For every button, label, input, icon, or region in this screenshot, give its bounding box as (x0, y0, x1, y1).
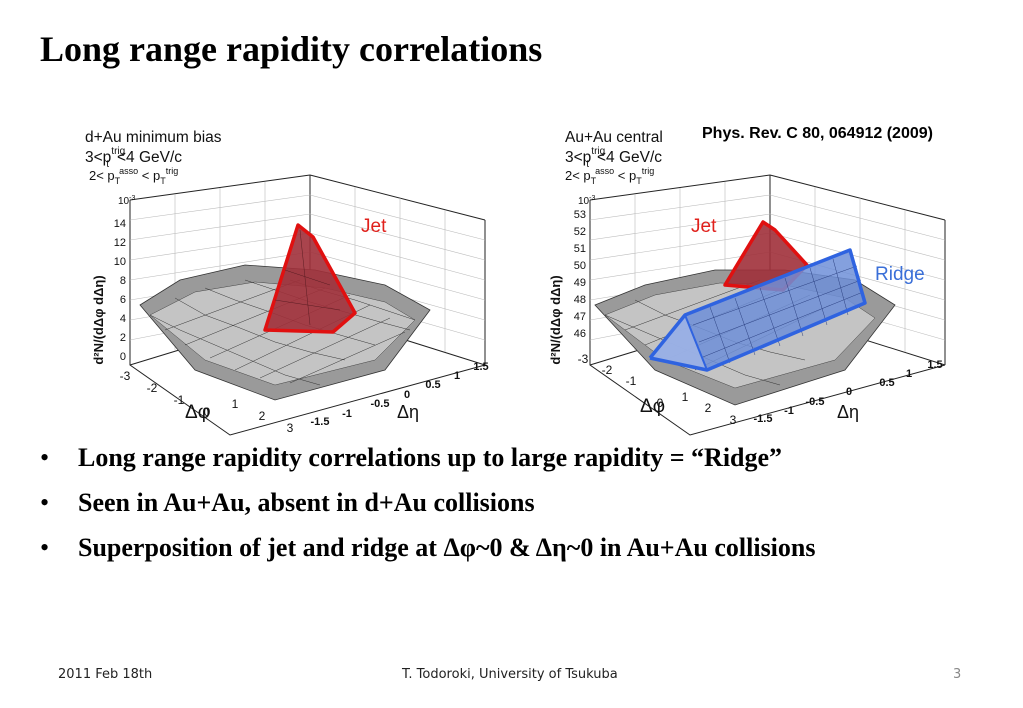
correlation-surface (594, 220, 896, 406)
eta-axis-label: Δη (397, 402, 419, 422)
z-tick-label: 46 (574, 328, 586, 340)
eta-tick-label: -1.5 (311, 416, 330, 428)
bullet-marker: • (40, 533, 50, 562)
z-tick-label: 53 (574, 209, 586, 221)
bullet-text: Seen in Au+Au, absent in d+Au collisions (78, 488, 535, 517)
phi-tick-label: 2 (259, 409, 266, 423)
phi-tick-label: -1 (626, 374, 637, 388)
phi-tick-label: 0 (204, 405, 211, 419)
eta-tick-label: 0.5 (879, 377, 894, 389)
z-tick-label: 2 (120, 332, 126, 344)
bullet-text: Long range rapidity correlations up to l… (78, 443, 783, 472)
plot-header-line3: 2< pTasso < pTtrig (565, 166, 654, 186)
z-tick-label: 8 (120, 275, 126, 287)
bullet-item: • Long range rapidity correlations up to … (40, 440, 815, 485)
z-tick-label: 51 (574, 243, 586, 255)
bullet-list: • Long range rapidity correlations up to … (40, 440, 815, 575)
eta-axis-label: Δη (837, 402, 859, 422)
eta-tick-label: 0 (404, 389, 410, 401)
phi-tick-label: -2 (602, 363, 613, 377)
phi-tick-label: 3 (730, 413, 737, 427)
bullet-item: • Seen in Au+Au, absent in d+Au collision… (40, 485, 815, 530)
eta-tick-label: 1 (454, 370, 460, 382)
z-tick-label: 49 (574, 277, 586, 289)
z-axis-label: d²N/(dΔφ dΔη) (91, 275, 106, 364)
z-tick-label: 0 (120, 351, 126, 363)
z-tick-label: 48 (574, 294, 586, 306)
z-tick-label: 10 (114, 256, 126, 268)
correlation-surface (139, 223, 431, 401)
eta-tick-label: 0 (846, 386, 852, 398)
eta-tick-label: 1.5 (927, 359, 942, 371)
reference-citation: Phys. Rev. C 80, 064912 (2009) (702, 125, 933, 142)
eta-tick-label: 1.5 (473, 361, 488, 373)
phi-axis-label: Δφ (640, 396, 665, 417)
bullet-text: Superposition of jet and ridge at Δφ~0 &… (78, 533, 816, 562)
z-tick-label: 52 (574, 226, 586, 238)
jet-annotation: Jet (361, 216, 387, 237)
z-axis-label: d²N/(dΔφ dΔη) (548, 275, 563, 364)
z-tick-label: 4 (120, 313, 126, 325)
phi-tick-label: 1 (682, 390, 689, 404)
footer-date: 2011 Feb 18th (58, 667, 153, 682)
eta-tick-label: -1 (342, 408, 352, 420)
eta-tick-label: -1 (784, 405, 794, 417)
eta-tick-label: -0.5 (371, 398, 390, 410)
jet-peak (263, 223, 357, 334)
bullet-item: • Superposition of jet and ridge at Δφ~0 … (40, 530, 815, 575)
phi-tick-labels: -3 -2 -1 0 1 2 3 (578, 352, 737, 427)
phi-tick-label: 1 (232, 397, 239, 411)
ridge (648, 248, 867, 372)
eta-tick-label: 0.5 (425, 379, 440, 391)
eta-tick-label: -1.5 (754, 413, 773, 425)
phi-tick-label: 3 (287, 421, 294, 435)
plot-header-line1: Au+Au central (565, 129, 663, 146)
jet-annotation: Jet (691, 216, 717, 237)
eta-tick-label: 1 (906, 368, 912, 380)
z-tick-label: 12 (114, 237, 126, 249)
bullet-marker: • (40, 443, 50, 472)
phi-tick-label: 2 (705, 401, 712, 415)
z-multiplier: 10-3 (118, 195, 135, 207)
eta-tick-label: -0.5 (806, 396, 825, 408)
footer-author: T. Todoroki, University of Tsukuba (402, 667, 618, 682)
plot-header-line2: 3<ptrig t <4 GeV/c (565, 146, 662, 170)
phi-axis-label: Δφ (185, 402, 210, 423)
page-number: 3 (953, 667, 962, 682)
phi-tick-label: -3 (578, 352, 589, 366)
z-tick-labels: 53 52 51 50 49 48 47 46 (574, 209, 586, 340)
phi-tick-label: -1 (174, 393, 185, 407)
plot-header-line3: 2< pTasso < pTtrig (89, 166, 178, 186)
dau-correlation-plot: d+Au minimum bias 3<ptrig t <4 GeV/c 2< pT… (85, 129, 489, 436)
z-multiplier: 10-3 (578, 195, 595, 207)
z-tick-label: 47 (574, 311, 586, 323)
eta-tick-labels: -1.5 -1 -0.5 0 0.5 1 1.5 (754, 359, 943, 425)
auau-correlation-plot: Au+Au central 3<ptrig t <4 GeV/c 2< pTasso… (548, 129, 946, 436)
bullet-marker: • (40, 488, 50, 517)
slide-title: Long range rapidity correlations (40, 29, 543, 69)
z-tick-label: 50 (574, 260, 586, 272)
phi-tick-label: -2 (147, 381, 158, 395)
plot-header-line2: 3<ptrig t <4 GeV/c (85, 146, 182, 170)
z-tick-label: 14 (114, 218, 126, 230)
z-tick-label: 6 (120, 294, 126, 306)
phi-tick-label: -3 (120, 369, 131, 383)
eta-tick-labels: -1.5 -1 -0.5 0 0.5 1 1.5 (311, 361, 489, 428)
plot-header-line1: d+Au minimum bias (85, 129, 222, 146)
ridge-annotation: Ridge (875, 264, 925, 285)
phi-tick-label: 0 (657, 396, 664, 410)
phi-tick-labels: -3 -2 -1 0 1 2 3 (120, 369, 294, 435)
z-tick-labels: 14 12 10 8 6 4 2 0 (114, 218, 126, 363)
